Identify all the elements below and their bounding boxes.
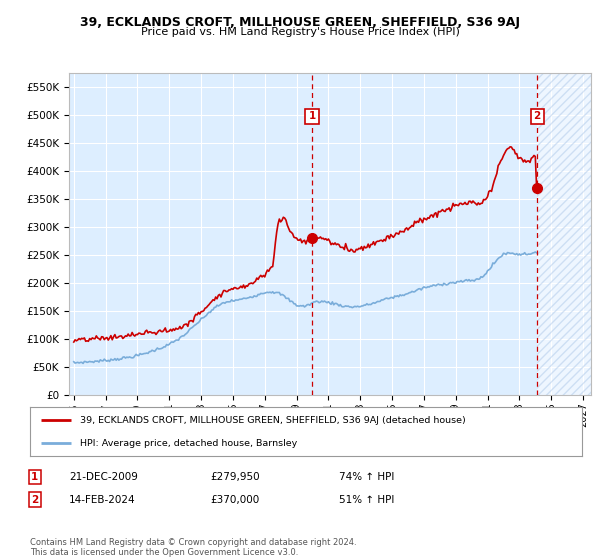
Text: 1: 1 xyxy=(308,111,316,122)
Text: £370,000: £370,000 xyxy=(210,494,259,505)
Text: 2: 2 xyxy=(533,111,541,122)
Text: Contains HM Land Registry data © Crown copyright and database right 2024.
This d: Contains HM Land Registry data © Crown c… xyxy=(30,538,356,557)
Bar xyxy=(537,73,591,395)
Bar xyxy=(537,73,591,395)
Text: 74% ↑ HPI: 74% ↑ HPI xyxy=(339,472,394,482)
Text: Price paid vs. HM Land Registry's House Price Index (HPI): Price paid vs. HM Land Registry's House … xyxy=(140,27,460,37)
Text: 1: 1 xyxy=(31,472,38,482)
Text: 2: 2 xyxy=(31,494,38,505)
Text: 39, ECKLANDS CROFT, MILLHOUSE GREEN, SHEFFIELD, S36 9AJ (detached house): 39, ECKLANDS CROFT, MILLHOUSE GREEN, SHE… xyxy=(80,416,466,425)
Text: HPI: Average price, detached house, Barnsley: HPI: Average price, detached house, Barn… xyxy=(80,438,297,447)
Text: 51% ↑ HPI: 51% ↑ HPI xyxy=(339,494,394,505)
Text: 39, ECKLANDS CROFT, MILLHOUSE GREEN, SHEFFIELD, S36 9AJ: 39, ECKLANDS CROFT, MILLHOUSE GREEN, SHE… xyxy=(80,16,520,29)
Text: £279,950: £279,950 xyxy=(210,472,260,482)
Text: 21-DEC-2009: 21-DEC-2009 xyxy=(69,472,138,482)
Text: 14-FEB-2024: 14-FEB-2024 xyxy=(69,494,136,505)
